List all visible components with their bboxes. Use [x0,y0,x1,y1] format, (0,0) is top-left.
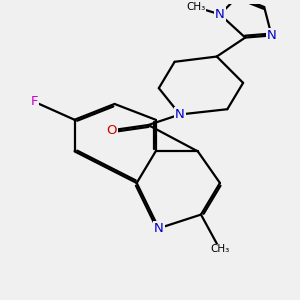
Text: F: F [31,95,38,108]
Text: N: N [215,8,225,21]
Text: N: N [267,29,276,42]
Text: O: O [106,124,117,137]
Text: CH₃: CH₃ [210,244,230,254]
Text: N: N [154,222,164,235]
Text: N: N [175,108,185,121]
Text: CH₃: CH₃ [186,2,205,12]
